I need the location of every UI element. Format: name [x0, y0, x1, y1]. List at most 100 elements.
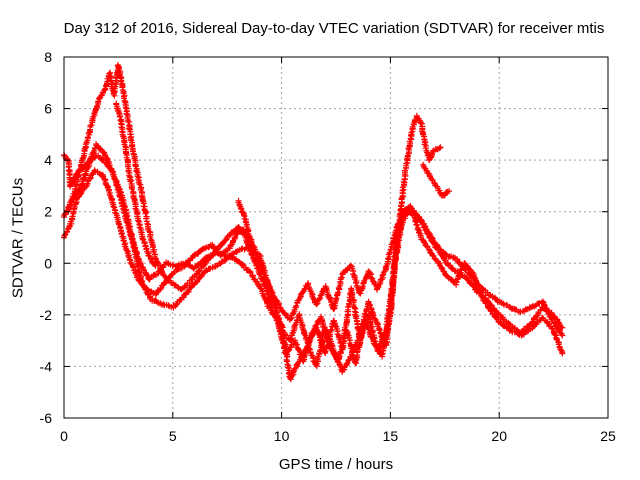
y-tick-label: 4 [44, 152, 52, 168]
data-point-run [269, 307, 285, 328]
series-track-c [61, 141, 566, 367]
x-tick-label: 0 [60, 428, 68, 444]
data-point-run [418, 216, 432, 237]
data-point-run [417, 119, 429, 146]
data-point-run [117, 116, 128, 146]
x-tick-label: 5 [169, 428, 177, 444]
data-point-run [93, 141, 108, 157]
data-point-run [518, 326, 534, 339]
data-point-run [411, 214, 424, 239]
data-point-run [396, 169, 409, 225]
series-track-e [113, 100, 453, 275]
data-point-run [426, 148, 436, 164]
data-point-run [163, 259, 177, 269]
data-point [559, 324, 566, 331]
data-point-run [213, 236, 230, 253]
data-point-run [463, 275, 480, 293]
data-point-run [89, 99, 102, 124]
data-point-run [191, 269, 208, 288]
data-point-run [550, 328, 566, 356]
data-point-run [382, 249, 394, 271]
series-track-d [65, 62, 444, 383]
data-point-run [119, 203, 134, 240]
data-point-run [365, 298, 381, 327]
data-point-run [426, 247, 441, 265]
data-point-run [126, 254, 140, 281]
data-point [261, 268, 268, 275]
data-point [152, 262, 159, 269]
data-point-run [121, 141, 132, 175]
data-point-run [356, 300, 372, 338]
data-point-run [246, 267, 262, 289]
x-axis-label: GPS time / hours [278, 456, 394, 473]
data-point-run [95, 86, 109, 105]
data-point-run [102, 152, 116, 178]
data-point-run [417, 234, 433, 253]
data-point-run [145, 252, 158, 268]
plot-frame [63, 56, 609, 419]
data-point-run [196, 258, 210, 274]
data-point-run [234, 258, 251, 274]
data-point-run [432, 182, 445, 198]
data-point-run [86, 142, 100, 163]
data-point-run [405, 205, 416, 219]
data-point-run [159, 301, 175, 310]
data-point-run [426, 231, 441, 249]
data-point-run [235, 197, 247, 218]
y-tick-label: -2 [40, 307, 53, 323]
data-point [559, 332, 566, 339]
data-point-run [226, 230, 241, 252]
data-point-run [529, 304, 546, 326]
data-point-run [550, 312, 565, 331]
data-point-run [261, 273, 276, 296]
data-point-run [78, 157, 93, 189]
x-tick-label: 15 [383, 428, 399, 444]
data-point-run [330, 271, 346, 312]
data-point-run [113, 100, 123, 120]
data-point-run [146, 271, 160, 283]
data-point-run [186, 268, 202, 284]
chart-title: Day 312 of 2016, Sidereal Day-to-day VTE… [63, 20, 605, 37]
data-point-run [295, 281, 311, 303]
data-layer [61, 62, 566, 383]
data-point-run [139, 235, 152, 257]
grid [64, 57, 608, 418]
data-point-run [128, 233, 144, 265]
data-point-run [172, 260, 188, 270]
data-point-run [81, 119, 96, 159]
data-point-run [191, 255, 208, 272]
data-point-run [117, 227, 132, 260]
data-point-run [132, 162, 146, 199]
data-point-run [529, 314, 545, 332]
data-point-run [420, 161, 432, 177]
data-point-run [145, 226, 158, 260]
data-point-run [135, 276, 150, 292]
data-point-run [132, 203, 146, 240]
ticks: 0 5 10 15 20 25 -6 -4 -2 0 2 4 6 8 [40, 49, 616, 444]
data-point [559, 350, 566, 357]
data-point-run [128, 136, 139, 168]
data-point-run [147, 296, 164, 307]
y-tick-label: -4 [40, 358, 53, 374]
data-point-run [74, 184, 88, 202]
data-point-run [461, 260, 476, 276]
x-tick-label: 20 [491, 428, 507, 444]
data-point-run [126, 169, 139, 208]
data-point-run [287, 297, 301, 323]
data-point-run [305, 280, 319, 306]
data-point-run [551, 319, 565, 337]
y-tick-label: 6 [44, 101, 52, 117]
data-point-run [389, 220, 403, 293]
data-point-run [223, 225, 241, 241]
data-point-run [109, 196, 124, 232]
data-point-run [402, 128, 416, 174]
data-point-run [170, 294, 186, 311]
data-point-run [119, 84, 130, 115]
data-point-run [247, 250, 262, 276]
x-tick-label: 10 [274, 428, 290, 444]
data-point-run [383, 287, 396, 349]
y-tick-label: 2 [44, 204, 52, 220]
data-point-run [212, 256, 229, 270]
data-point-run [495, 311, 513, 327]
